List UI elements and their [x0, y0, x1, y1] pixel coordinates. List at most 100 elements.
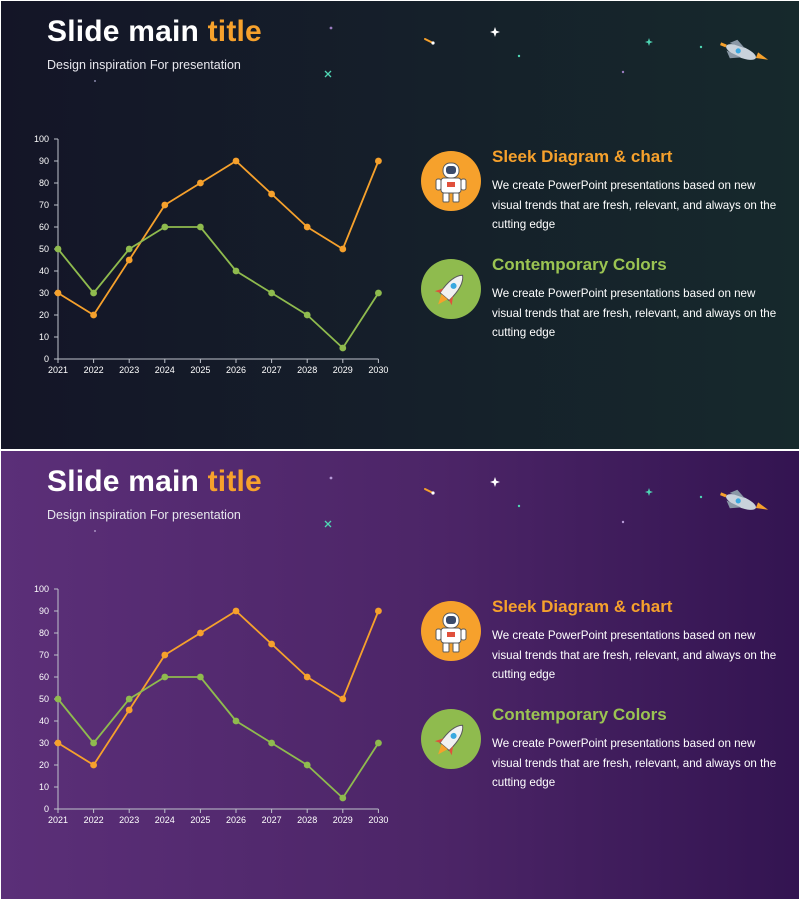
rocket-icon	[421, 709, 481, 769]
star-icon	[517, 54, 521, 58]
y-tick-label: 30	[39, 288, 49, 298]
x-tick-label: 2028	[297, 365, 317, 375]
data-point	[90, 311, 97, 319]
star-icon	[94, 80, 96, 82]
star-icon	[324, 520, 332, 528]
spaceship-icon	[720, 39, 769, 60]
feature-description: We create PowerPoint presentations based…	[492, 629, 777, 681]
y-tick-label: 100	[34, 134, 49, 144]
star-icon	[490, 27, 500, 37]
feature-title: Sleek Diagram & chart	[492, 597, 673, 616]
x-tick-label: 2027	[262, 365, 282, 375]
comet-icon	[424, 38, 435, 45]
x-tick-label: 2023	[119, 815, 139, 825]
feature-description: We create PowerPoint presentations based…	[492, 287, 777, 339]
slide-subtitle: Design inspiration For presentation	[47, 58, 241, 72]
star-icon	[324, 70, 332, 78]
x-tick-label: 2021	[48, 815, 68, 825]
data-point	[303, 673, 311, 681]
x-tick-label: 2025	[190, 365, 210, 375]
data-point	[197, 179, 204, 187]
x-tick-label: 2025	[190, 815, 210, 825]
y-tick-label: 10	[39, 782, 49, 792]
star-icon	[94, 530, 96, 532]
star-icon	[645, 38, 653, 46]
data-point	[161, 201, 169, 209]
slide-subtitle: Design inspiration For presentation	[47, 508, 241, 522]
data-point	[232, 717, 240, 725]
feature-description: We create PowerPoint presentations based…	[492, 737, 777, 789]
data-point	[90, 289, 97, 297]
star-icon	[329, 26, 333, 30]
data-point	[339, 794, 347, 802]
y-tick-label: 20	[39, 760, 49, 770]
comet-icon	[424, 488, 435, 495]
x-tick-label: 2026	[226, 365, 246, 375]
star-icon	[329, 476, 333, 480]
y-tick-label: 70	[39, 200, 49, 210]
star-icon	[621, 520, 625, 524]
data-point	[161, 651, 169, 659]
x-tick-label: 2023	[119, 365, 139, 375]
slide-title: Slide main title	[47, 15, 262, 48]
star-icon	[517, 504, 521, 508]
data-point	[90, 761, 97, 769]
series-line	[57, 610, 380, 766]
y-tick-label: 60	[39, 672, 49, 682]
y-tick-label: 90	[39, 156, 49, 166]
data-point	[125, 695, 133, 703]
y-tick-label: 50	[39, 244, 49, 254]
y-tick-label: 20	[39, 310, 49, 320]
data-point	[54, 695, 62, 703]
y-tick-label: 0	[44, 804, 49, 814]
data-point	[54, 739, 62, 747]
x-tick-label: 2029	[333, 365, 353, 375]
slide-1[interactable]: Slide main title Design inspiration For …	[1, 1, 799, 449]
rocket-icon	[421, 259, 481, 319]
series-line	[57, 676, 380, 799]
x-tick-label: 2030	[368, 365, 388, 375]
data-point	[125, 256, 133, 264]
data-point	[161, 673, 169, 681]
series-line	[57, 160, 380, 316]
data-point	[339, 344, 347, 352]
data-point	[303, 223, 311, 231]
data-point	[375, 157, 382, 165]
star-icon	[621, 70, 625, 74]
data-point	[125, 706, 133, 714]
data-point	[268, 640, 275, 648]
astronaut-icon	[421, 601, 481, 661]
y-tick-label: 10	[39, 332, 49, 342]
y-tick-label: 80	[39, 628, 49, 638]
data-point	[161, 223, 169, 231]
data-point	[375, 607, 382, 615]
data-point	[303, 761, 311, 769]
y-tick-label: 80	[39, 178, 49, 188]
data-point	[232, 607, 240, 615]
data-point	[197, 673, 204, 681]
data-point	[90, 739, 97, 747]
x-tick-label: 2024	[155, 815, 175, 825]
data-point	[232, 157, 240, 165]
astronaut-icon	[421, 151, 481, 211]
spaceship-icon	[720, 489, 769, 510]
y-tick-label: 60	[39, 222, 49, 232]
data-point	[303, 311, 311, 319]
x-tick-label: 2026	[226, 815, 246, 825]
data-point	[375, 739, 382, 747]
feature-title: Contemporary Colors	[492, 255, 667, 274]
data-point	[125, 245, 133, 253]
y-tick-label: 0	[44, 354, 49, 364]
slide-2[interactable]: Slide main title Design inspiration For …	[1, 451, 799, 899]
y-tick-label: 50	[39, 694, 49, 704]
star-icon	[490, 477, 500, 487]
y-tick-label: 40	[39, 716, 49, 726]
x-tick-label: 2024	[155, 365, 175, 375]
x-tick-label: 2027	[262, 815, 282, 825]
x-tick-label: 2028	[297, 815, 317, 825]
x-tick-label: 2030	[368, 815, 388, 825]
feature-title: Sleek Diagram & chart	[492, 147, 673, 166]
feature-title: Contemporary Colors	[492, 705, 667, 724]
y-tick-label: 70	[39, 650, 49, 660]
